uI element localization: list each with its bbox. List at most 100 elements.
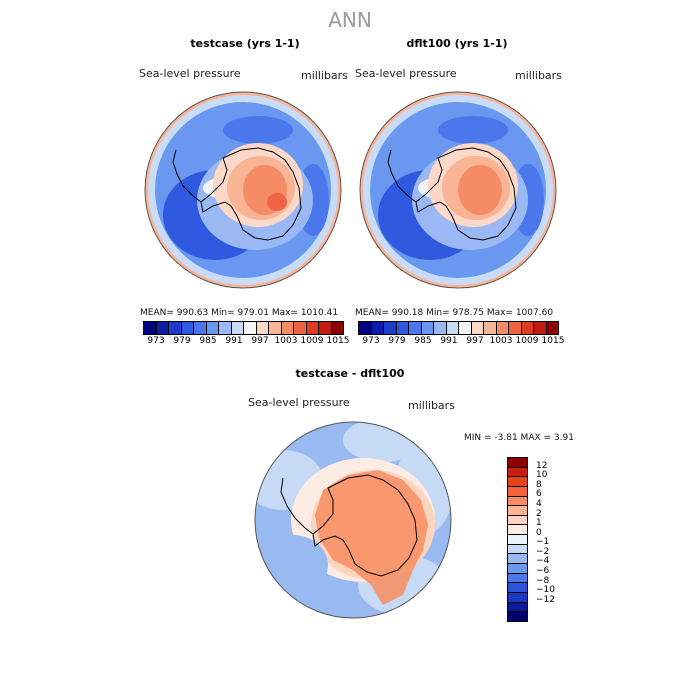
panel2-units-label: millibars [515,69,562,82]
panel-title-dflt100: dflt100 (yrs 1-1) [406,37,508,50]
colorbar-tick-label: 991 [225,336,243,346]
colorbar-tick-label: 997 [466,336,484,346]
panel1-units-label: millibars [301,69,348,82]
colorbar-swatch [508,612,527,621]
colorbar-swatch [371,322,384,334]
colorbar-swatch [508,525,527,536]
colorbar-swatch [508,477,527,487]
panel2-colorbar [358,321,559,335]
colorbar-tick-label: 1009 [300,336,324,346]
colorbar-swatch [169,322,182,334]
colorbar-tick-label: 1015 [541,336,565,346]
panel3-min-max: MIN = -3.81 MAX = 3.91 [464,433,574,443]
colorbar-tick-label: 973 [362,336,380,346]
colorbar-swatch [508,486,527,497]
colorbar-tick-label: −8 [536,575,550,586]
panel2-stats: MEAN= 990.18 Min= 978.75 Max= 1007.60 [355,308,554,318]
panel1-polar-map [144,91,342,289]
colorbar-swatch [508,506,527,516]
colorbar-swatch [384,322,397,334]
colorbar-swatch [471,322,484,334]
colorbar-swatch [546,322,558,334]
panel3-variable-label: Sea-level pressure [248,396,350,409]
colorbar-swatch [508,544,527,555]
colorbar-tick-label: 0 [536,527,542,538]
colorbar-tick-label: −4 [536,556,550,567]
panel3-units-label: millibars [408,399,455,412]
colorbar-tick-label: −2 [536,546,550,557]
colorbar-swatch [446,322,459,334]
colorbar-tick-label: 991 [440,336,458,346]
colorbar-swatch [306,322,319,334]
colorbar-tick-label: 985 [414,336,432,346]
colorbar-tick-label: −6 [536,566,550,577]
colorbar-swatch [508,564,527,574]
panel2-polar-map [359,91,557,289]
colorbar-swatch [156,322,169,334]
colorbar-swatch [331,322,343,334]
panel1-variable-label: Sea-level pressure [139,67,241,80]
colorbar-tick-label: 1009 [515,336,539,346]
colorbar-swatch [359,322,372,334]
colorbar-swatch [496,322,509,334]
colorbar-swatch [508,592,527,603]
colorbar-swatch [459,322,472,334]
panel1-colorbar [143,321,344,335]
colorbar-swatch [508,535,527,545]
panel2-colorbar-ticks: 973 979 985 991 997 1003 1009 1015 [358,336,568,346]
colorbar-swatch [508,467,527,478]
colorbar-tick-label: 1003 [489,336,513,346]
colorbar-tick-label: 1015 [326,336,350,346]
colorbar-swatch [534,322,547,334]
colorbar-swatch [421,322,434,334]
colorbar-tick-label: 979 [173,336,191,346]
colorbar-tick-label: 4 [536,498,542,509]
panel-title-difference: testcase - dflt100 [295,367,405,380]
colorbar-tick-label: 10 [536,470,548,481]
colorbar-swatch [206,322,219,334]
difference-colorbar-ticks: 12 10 8 6 4 2 1 0 −1 −2 −4 −6 −8 −10 −12 [536,457,576,620]
colorbar-swatch [508,496,527,507]
colorbar-swatch [181,322,194,334]
colorbar-swatch [269,322,282,334]
colorbar-swatch [521,322,534,334]
colorbar-tick-label: 1 [536,518,542,529]
colorbar-swatch [294,322,307,334]
colorbar-tick-label: 973 [147,336,165,346]
colorbar-swatch [409,322,422,334]
panel3-difference-map [254,421,452,619]
colorbar-swatch [396,322,409,334]
colorbar-swatch [281,322,294,334]
panel2-variable-label: Sea-level pressure [355,67,457,80]
colorbar-tick-label: 1003 [274,336,298,346]
colorbar-tick-label: 979 [388,336,406,346]
colorbar-tick-label: 985 [199,336,217,346]
colorbar-tick-label: 6 [536,489,542,500]
colorbar-swatch [508,458,527,468]
colorbar-swatch [319,322,332,334]
colorbar-swatch [219,322,232,334]
colorbar-swatch [508,554,527,565]
colorbar-swatch [508,515,527,526]
panel1-stats: MEAN= 990.63 Min= 979.01 Max= 1010.41 [140,308,339,318]
colorbar-swatch [508,602,527,613]
colorbar-swatch [194,322,207,334]
colorbar-tick-label: 2 [536,508,542,519]
difference-colorbar [507,457,528,622]
colorbar-swatch [509,322,522,334]
colorbar-swatch [434,322,447,334]
colorbar-tick-label: 997 [251,336,269,346]
colorbar-tick-label: −10 [536,585,555,596]
colorbar-swatch [231,322,244,334]
colorbar-swatch [508,573,527,584]
colorbar-swatch [484,322,497,334]
colorbar-swatch [144,322,157,334]
panel-title-testcase: testcase (yrs 1-1) [190,37,300,50]
colorbar-swatch [244,322,257,334]
colorbar-tick-label: −12 [536,594,555,605]
colorbar-swatch [256,322,269,334]
colorbar-swatch [508,583,527,593]
panel1-colorbar-ticks: 973 979 985 991 997 1003 1009 1015 [143,336,353,346]
colorbar-tick-label: 8 [536,479,542,490]
figure-title: ANN [328,8,372,32]
